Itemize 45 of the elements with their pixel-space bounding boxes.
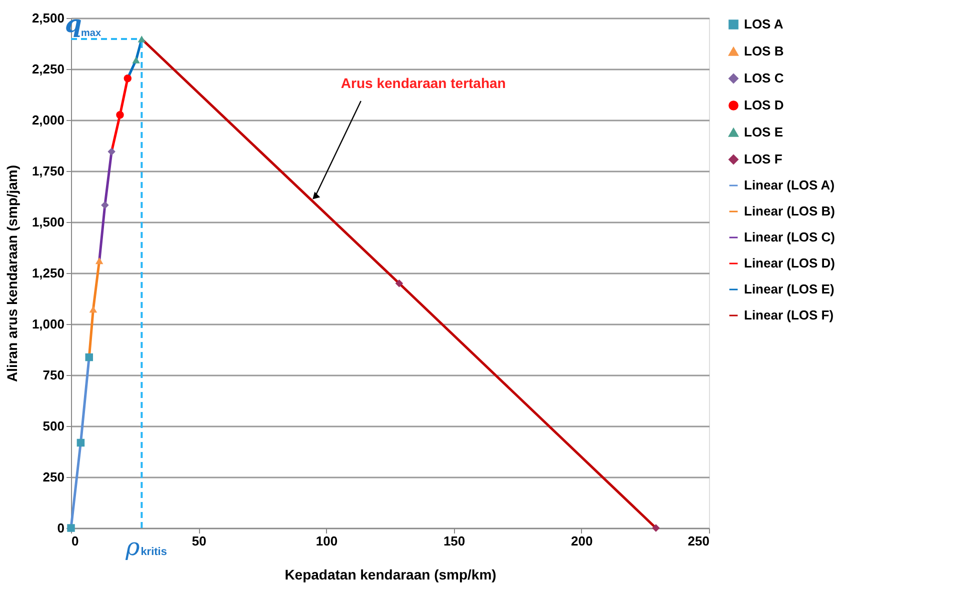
y-tick-label: 1,000 — [32, 316, 64, 332]
y-tick-label: 2,250 — [32, 62, 64, 76]
x-tick-label: 150 — [443, 534, 466, 548]
legend-label: LOS F — [744, 152, 782, 166]
y-tick-label: 1,250 — [32, 266, 64, 280]
legend-label: Linear (LOS F) — [744, 308, 834, 322]
x-tick-label: 50 — [192, 534, 206, 548]
y-tick-label: 750 — [42, 368, 64, 382]
point — [138, 36, 146, 42]
y-axis-title: Aliran arus kendaraan (smp/jam) — [4, 164, 20, 382]
legend-label: LOS A — [744, 16, 784, 32]
legend-label: LOS E — [744, 124, 784, 140]
legend-label: LOS B — [744, 44, 784, 58]
legend-label: LOS D — [744, 98, 784, 112]
x-axis-title: Kepadatan kendaraan (smp/km) — [284, 566, 496, 582]
point — [132, 56, 140, 64]
y-tick-label: 500 — [42, 418, 64, 434]
y-tick-label: 250 — [42, 470, 64, 484]
x-tick-label: 100 — [316, 534, 338, 548]
point — [108, 148, 116, 156]
x-tick-label: 0 — [72, 534, 79, 548]
legend-label: LOS C — [744, 70, 784, 86]
y-tick-label: 1,750 — [32, 164, 64, 178]
annotation: Arus kendaraan tertahan — [340, 75, 506, 92]
legend-label: Linear (LOS D) — [744, 256, 836, 270]
y-tick-label: 0 — [57, 520, 64, 536]
ref-line-label: ρkritis — [124, 533, 167, 561]
y-tick-label: 2,500 — [32, 10, 64, 26]
point — [76, 438, 85, 447]
point — [85, 353, 93, 362]
legend-label: Linear (LOS B) — [744, 204, 836, 218]
point — [395, 280, 404, 288]
point — [95, 257, 104, 264]
point — [89, 306, 98, 313]
x-tick-label: 250 — [688, 534, 710, 548]
legend-label: Linear (LOS A) — [744, 178, 835, 192]
point — [101, 201, 109, 209]
point — [124, 74, 132, 82]
y-tick-label: 1,500 — [32, 214, 64, 230]
y-tick-label: 2,000 — [32, 112, 64, 128]
legend-label: Linear (LOS C) — [744, 230, 836, 244]
point — [652, 524, 660, 532]
x-tick-label: 200 — [571, 534, 593, 548]
legend-label: Linear (LOS E) — [744, 282, 834, 296]
point — [116, 111, 124, 119]
